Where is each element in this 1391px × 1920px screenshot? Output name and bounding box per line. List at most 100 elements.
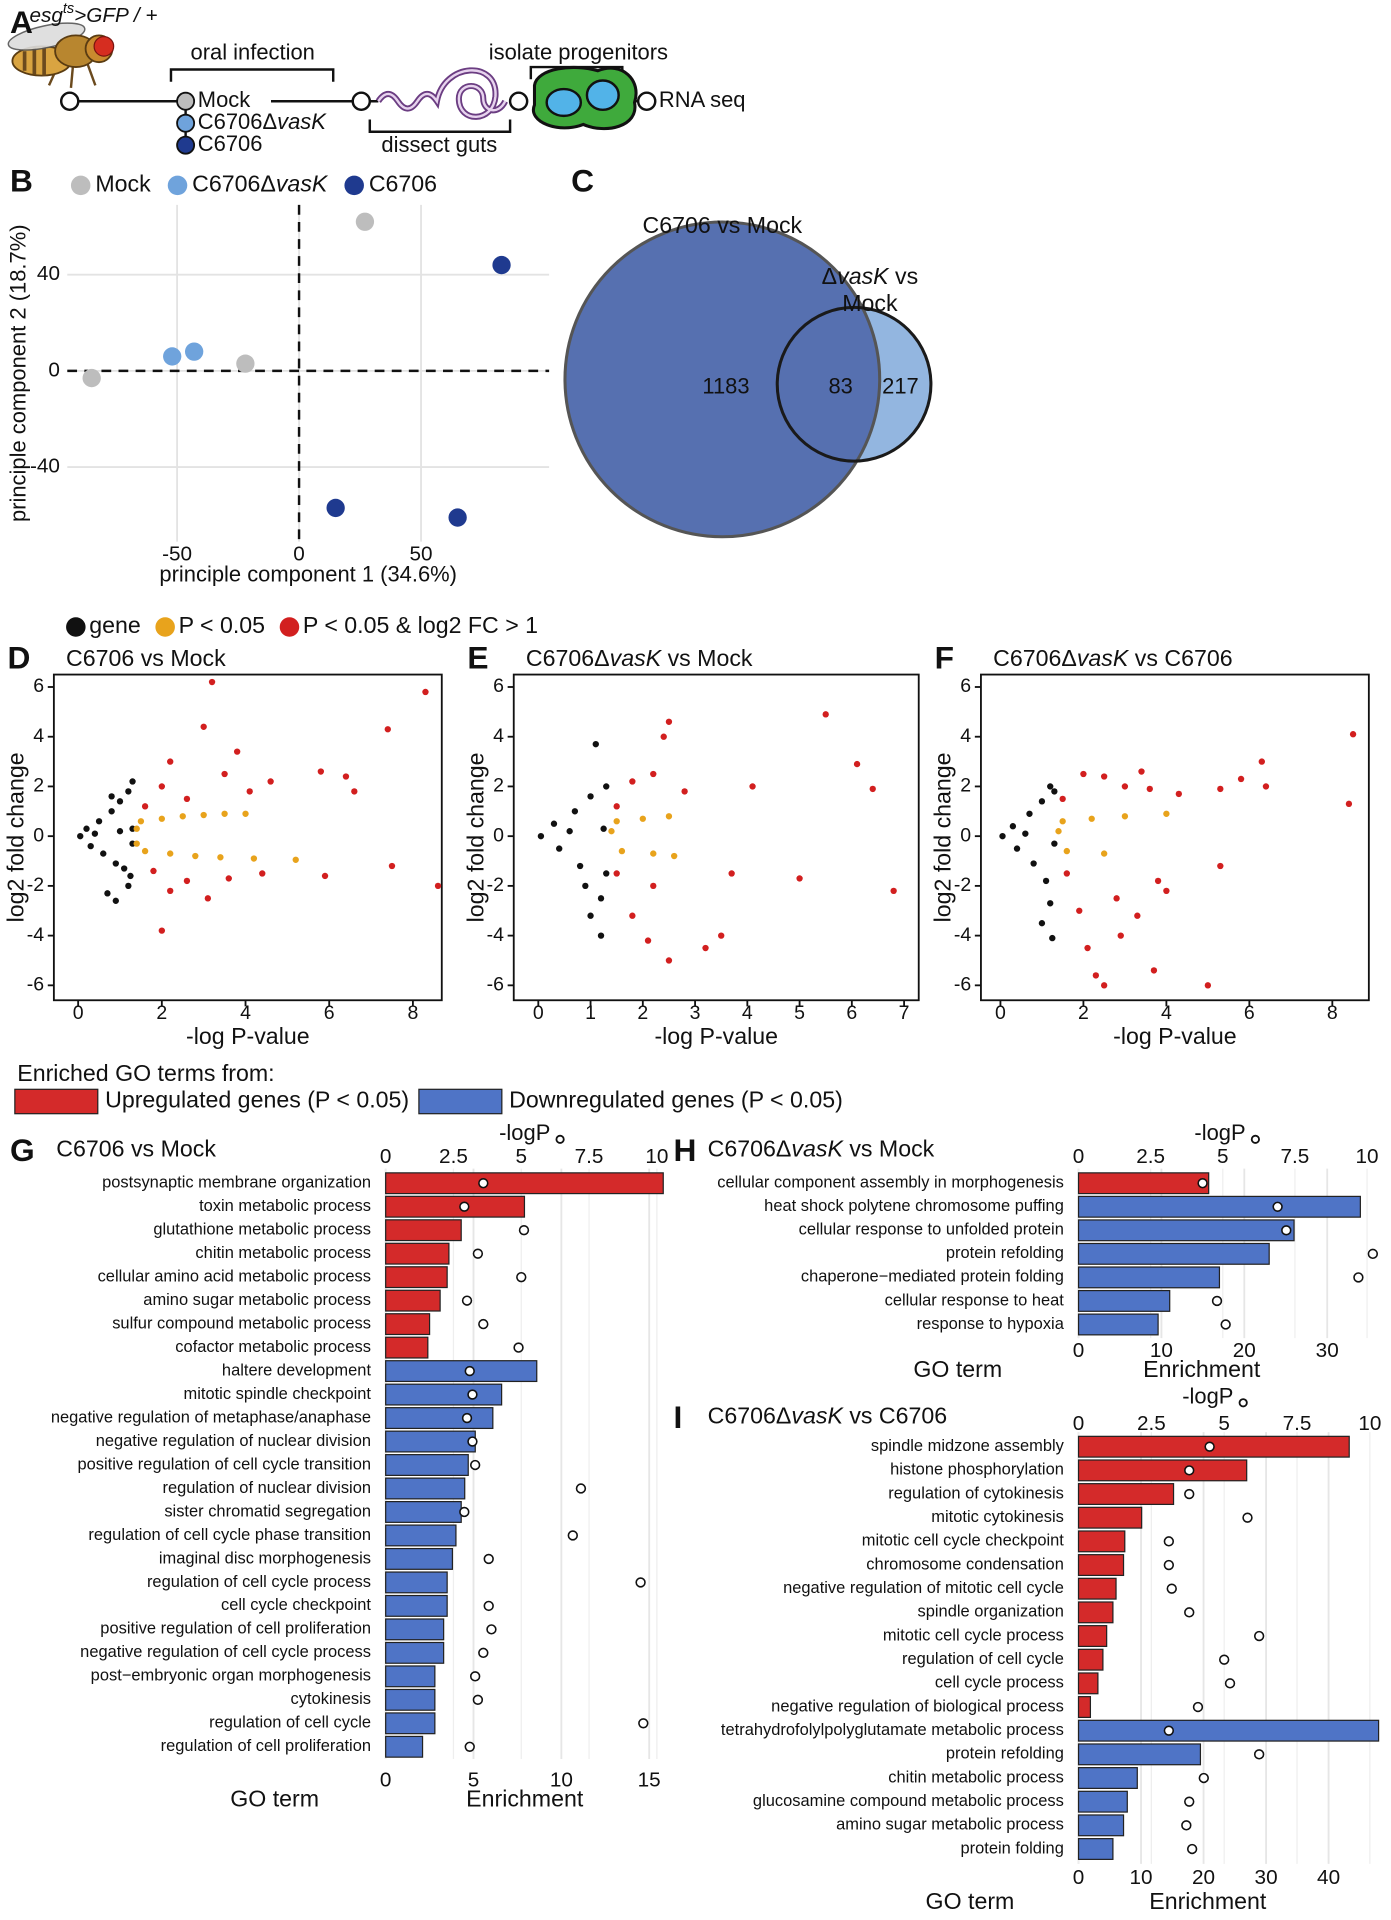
category-label: post−embryonic organ morphogenesis [91, 1667, 371, 1685]
point [1030, 860, 1037, 867]
logp-dot [1166, 1583, 1177, 1594]
text-segment: C6706Δ [526, 645, 610, 671]
point [603, 870, 610, 877]
x2-tick-label: 10 [1358, 1412, 1381, 1435]
point [869, 785, 876, 793]
step-label: isolate progenitors [489, 39, 668, 64]
logp-dot [467, 1389, 478, 1400]
bar [1077, 1838, 1114, 1860]
bar [1077, 1625, 1108, 1648]
point [1088, 815, 1095, 822]
legend-marker [155, 617, 175, 637]
text-segment: vasK [276, 171, 329, 197]
bar [1077, 1242, 1270, 1265]
x-tick-label: 0 [1073, 1339, 1085, 1362]
x2-tick-label: 0 [1073, 1412, 1085, 1435]
x2-tick-label: 0 [1073, 1145, 1085, 1168]
point [112, 860, 119, 867]
point [1051, 788, 1058, 795]
point [133, 825, 140, 832]
category-label: sister chromatid segregation [164, 1502, 371, 1520]
condition-dot [176, 135, 196, 155]
category-label: regulation of cell cycle [902, 1650, 1064, 1668]
logp-dot [1253, 1749, 1265, 1760]
text-segment: esg [29, 5, 63, 28]
chart-title: C6706ΔvasK vs Mock [708, 1135, 935, 1161]
point [200, 723, 207, 730]
y-tick-label: -6 [27, 973, 44, 995]
point [87, 842, 94, 850]
condition-dot [176, 91, 196, 111]
bar [385, 1594, 448, 1617]
bar [385, 1500, 462, 1523]
x-tick-label: 0 [293, 542, 305, 565]
category-label: regulation of cell proliferation [161, 1737, 371, 1755]
point [597, 932, 605, 939]
set-outline [775, 305, 933, 463]
x-axis-label: principle component 1 (34.6%) [159, 562, 457, 587]
legend-swatch [418, 1088, 503, 1115]
point [1175, 790, 1183, 798]
logp-dot [1211, 1295, 1223, 1307]
point [1059, 795, 1066, 803]
bar [385, 1618, 445, 1641]
category-label: regulation of cytokinesis [888, 1484, 1064, 1502]
bar [385, 1383, 503, 1406]
point [1163, 887, 1170, 895]
bar [385, 1172, 664, 1195]
panel-label: D [8, 639, 31, 675]
x-tick-label: 15 [638, 1768, 661, 1791]
bar [385, 1242, 450, 1265]
point [1038, 798, 1046, 805]
logp-dot [478, 1178, 489, 1189]
logp-dot [1204, 1441, 1215, 1452]
point [1084, 944, 1091, 952]
x-axis-label: -log P-value [1113, 1023, 1237, 1049]
text-segment: vasK [277, 109, 327, 134]
set-label: C6706 vs Mock [643, 212, 803, 238]
bar [1077, 1790, 1128, 1813]
point [1063, 870, 1070, 877]
bar [385, 1735, 424, 1758]
point [217, 854, 224, 861]
point [1047, 783, 1054, 790]
logp-dot [464, 1365, 475, 1377]
logp-dot [1219, 1654, 1230, 1665]
point [121, 865, 128, 872]
point [77, 832, 84, 840]
point [1154, 877, 1162, 885]
point [158, 783, 166, 790]
logp-dot [486, 1624, 497, 1635]
x2-tick-label: 5 [1217, 1145, 1229, 1168]
logp-dot [1224, 1678, 1236, 1689]
point [1204, 982, 1212, 989]
point [91, 830, 99, 837]
category-label: negative regulation of metaphase/anaphas… [51, 1408, 371, 1426]
category-label: spindle organization [918, 1603, 1064, 1621]
y-tick-label: 0 [48, 358, 60, 381]
point [326, 498, 345, 518]
point [384, 726, 391, 733]
x-tick-label: 6 [324, 1002, 335, 1024]
category-label: negative regulation of nuclear division [96, 1432, 371, 1450]
point [116, 828, 124, 835]
bar [385, 1195, 526, 1218]
y-tick-label: -2 [487, 874, 504, 896]
x-tick-label: 4 [240, 1002, 251, 1024]
bar [1077, 1601, 1114, 1624]
bar [385, 1289, 441, 1312]
point [665, 718, 673, 725]
category-label: sulfur compound metabolic process [112, 1314, 371, 1332]
logp-dot [1253, 1630, 1265, 1642]
point [236, 354, 255, 373]
y-tick-label: -4 [487, 924, 504, 946]
category-label: heat shock polytene chromosome puffing [764, 1197, 1064, 1215]
x-tick-label: 0 [533, 1002, 544, 1024]
bar [385, 1712, 436, 1735]
logp-dot [461, 1412, 473, 1424]
logp-dot [483, 1600, 494, 1612]
point [434, 882, 442, 890]
x-tick-label: 3 [690, 1002, 701, 1024]
logp-dot [1163, 1536, 1175, 1547]
